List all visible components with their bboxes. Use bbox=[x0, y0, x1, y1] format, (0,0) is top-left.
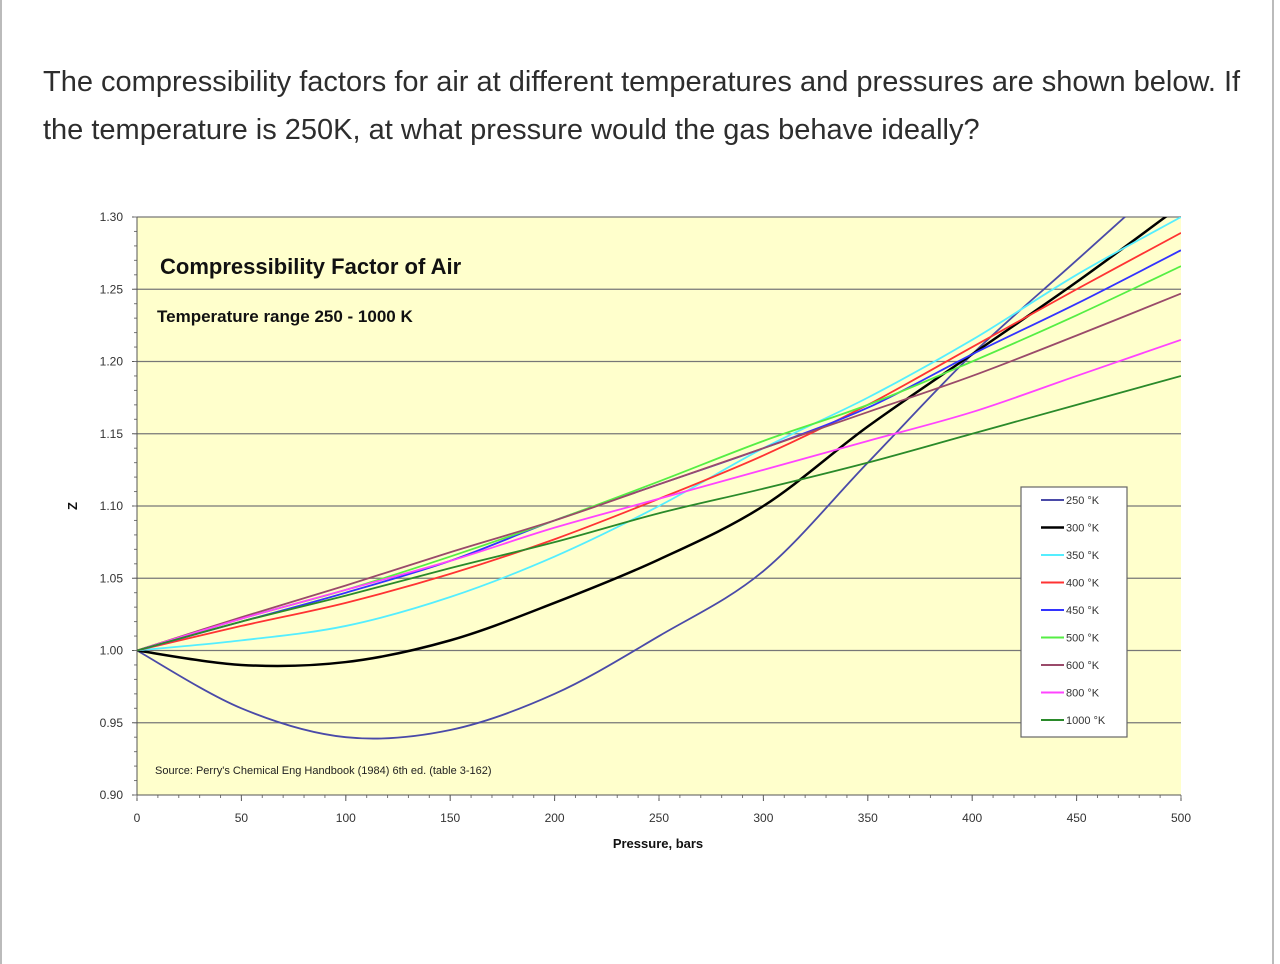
legend-label: 400 °K bbox=[1066, 578, 1100, 590]
series-line-350k bbox=[137, 217, 1181, 652]
y-axis-label: Z bbox=[65, 502, 80, 510]
series-line-250k bbox=[137, 217, 1127, 740]
legend-label: 500 °K bbox=[1066, 633, 1100, 645]
x-tick-label: 350 bbox=[858, 811, 878, 825]
legend-box bbox=[1020, 486, 1128, 738]
y-tick-label: 1.05 bbox=[100, 571, 124, 585]
y-tick-label: 0.90 bbox=[100, 788, 124, 802]
legend-label: 450 °K bbox=[1066, 605, 1100, 617]
x-tick-label: 50 bbox=[235, 811, 249, 825]
x-tick-label: 450 bbox=[1067, 811, 1087, 825]
x-axis-label: Pressure, bars bbox=[613, 836, 703, 851]
y-tick-label: 1.30 bbox=[100, 210, 124, 224]
y-tick-label: 1.25 bbox=[100, 282, 124, 296]
x-tick-label: 500 bbox=[1171, 811, 1191, 825]
y-tick-label: 1.15 bbox=[100, 427, 124, 441]
chart-title: Compressibility Factor of Air bbox=[160, 254, 462, 279]
question-text: The compressibility factors for air at d… bbox=[43, 66, 1241, 146]
series-line-800k bbox=[137, 338, 1181, 652]
legend-label: 1000 °K bbox=[1066, 715, 1106, 727]
series-line-300k bbox=[137, 217, 1168, 668]
x-tick-label: 200 bbox=[545, 811, 565, 825]
y-tick-label: 0.95 bbox=[100, 716, 124, 730]
legend-label: 600 °K bbox=[1066, 660, 1100, 672]
x-tick-label: 100 bbox=[336, 811, 356, 825]
source-annotation: Source: Perry's Chemical Eng Handbook (1… bbox=[155, 765, 492, 777]
legend-label: 250 °K bbox=[1066, 495, 1100, 507]
legend-label: 300 °K bbox=[1066, 523, 1100, 535]
x-tick-label: 0 bbox=[134, 811, 141, 825]
series-line-600k bbox=[137, 292, 1181, 652]
x-tick-label: 300 bbox=[753, 811, 773, 825]
y-tick-label: 1.20 bbox=[100, 355, 124, 369]
legend: 250 °K 300 °K 350 °K 400 °K 450 °K 500 °K 600 … bbox=[1020, 486, 1128, 738]
y-tick-label: 1.00 bbox=[100, 644, 124, 658]
x-tick-label: 150 bbox=[440, 811, 460, 825]
x-tick-label: 250 bbox=[649, 811, 669, 825]
y-tick-label: 1.10 bbox=[100, 499, 124, 513]
series-line-1000k bbox=[137, 375, 1181, 652]
legend-label: 350 °K bbox=[1066, 550, 1100, 562]
chart-subtitle: Temperature range 250 - 1000 K bbox=[157, 307, 413, 326]
x-tick-label: 400 bbox=[962, 811, 982, 825]
legend-label: 800 °K bbox=[1066, 688, 1100, 700]
